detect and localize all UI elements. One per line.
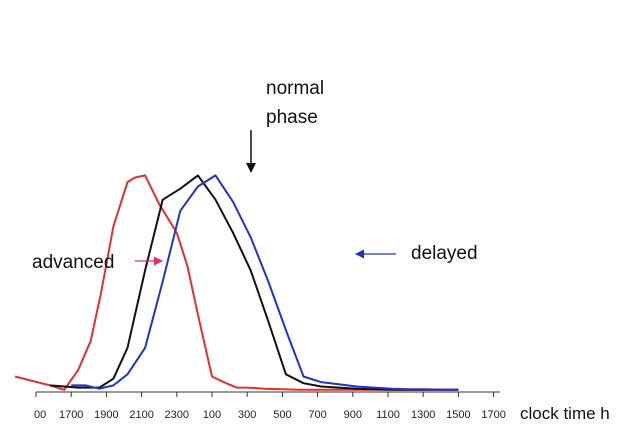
x-tick-label: 00: [34, 409, 46, 421]
x-tick-label: 1100: [376, 409, 400, 421]
x-tick-label: 900: [344, 409, 362, 421]
x-tick-label: 1300: [411, 409, 435, 421]
x-tick-label: 1700: [481, 409, 505, 421]
normal-phase-label-line2: phase: [266, 107, 318, 128]
x-tick-label: 2300: [165, 409, 189, 421]
x-tick-label: 700: [308, 409, 326, 421]
x-axis-tick-labels: 00 1700 1900 2100 2300 100 300 500 700 900 1100 130…: [34, 409, 506, 421]
series-lines: [14, 174, 459, 391]
x-tick-label: 1700: [59, 409, 83, 421]
normal-phase-label-line1: normal: [266, 78, 324, 99]
delayed-label: delayed: [411, 243, 478, 264]
x-axis-ticks: [35, 392, 495, 397]
advanced-label: advanced: [32, 252, 114, 273]
series-line-delayed: [71, 174, 459, 391]
x-tick-label: 500: [273, 409, 291, 421]
x-tick-label: 100: [203, 409, 221, 421]
x-tick-label: 1500: [446, 409, 470, 421]
x-tick-label: 2100: [129, 409, 153, 421]
x-tick-label: 1900: [94, 409, 118, 421]
series-line-normal-phase: [50, 174, 459, 391]
series-line-advanced: [14, 174, 459, 391]
x-axis-title: clock time h: [520, 404, 610, 423]
x-tick-label: 300: [238, 409, 256, 421]
